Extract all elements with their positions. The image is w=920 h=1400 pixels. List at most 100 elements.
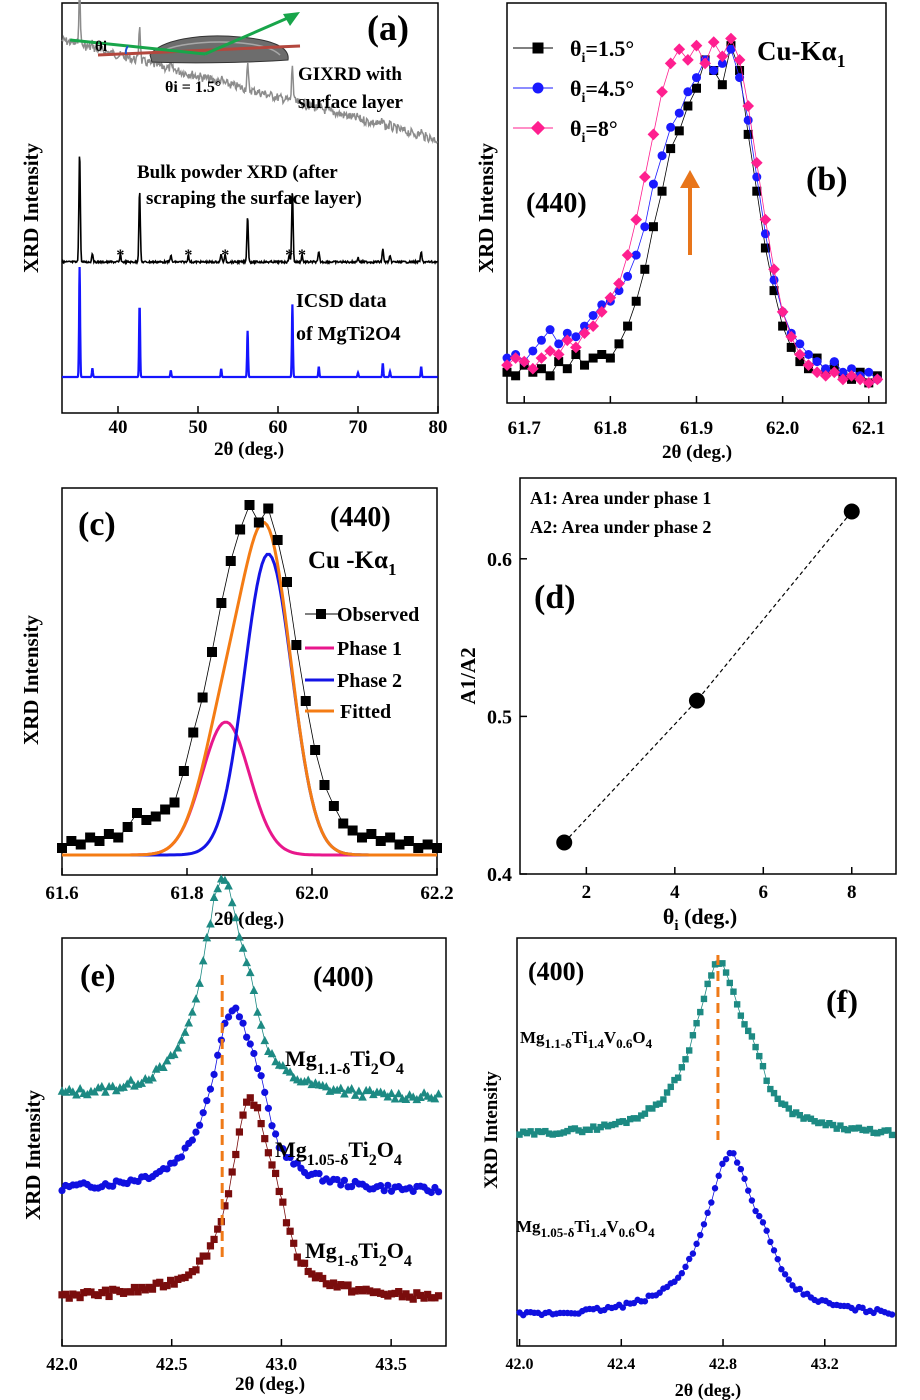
panel-e-data-point <box>319 1274 327 1283</box>
panel-e-data-point <box>321 1082 331 1091</box>
panel-b-data-point <box>794 348 806 361</box>
panel-a-x-tick-label: 70 <box>349 417 368 438</box>
panel-f-data-point <box>660 1096 667 1103</box>
panel-b-data-point <box>640 222 650 232</box>
panel-b-data-point <box>552 348 565 361</box>
panel-b-data-point <box>690 39 703 52</box>
panel-e-data-point <box>308 1270 316 1278</box>
panel-e-data-point <box>264 1149 272 1157</box>
panel-b-data-point <box>716 50 729 63</box>
diffracted-beam-arrow <box>204 15 291 56</box>
inset-angle-value: θi = 1.5° <box>165 79 221 96</box>
panel-e-data-point <box>235 932 244 941</box>
panel-f-data-point <box>678 1064 686 1071</box>
panel-e-data-point <box>167 1276 175 1284</box>
panel-b-data-point <box>725 32 737 45</box>
legend-fitted-label: Fitted <box>340 701 391 723</box>
panel-b-data-point <box>657 151 667 161</box>
panel-f-frame <box>516 937 897 1347</box>
panel-f-data-point <box>626 1115 634 1123</box>
panel-f-data-point <box>800 1115 807 1122</box>
panel-f-data-point <box>693 1020 700 1027</box>
panel-e-data-point <box>394 1088 404 1098</box>
panel-e-data-point <box>354 1086 364 1095</box>
panel-f-x-tick-label: 42.0 <box>506 1356 534 1373</box>
panel-e-data-point <box>409 1187 417 1196</box>
panel-e-data-point <box>206 1242 215 1250</box>
observed-data-point <box>272 535 283 545</box>
panel-e-data-point <box>76 1293 84 1302</box>
panel-e-x-tick-label: 42.5 <box>156 1354 188 1374</box>
panel-c: 61.6 61.8 62.0 62.2 2θ (deg.) XRD Intensity… <box>19 487 454 930</box>
panel-f-data-point <box>564 1127 571 1135</box>
panel-e-data-point <box>337 1281 345 1289</box>
panel-f-data-point <box>527 1128 534 1135</box>
panel-e-data-point <box>202 933 212 942</box>
panel-e-data-point <box>390 1094 400 1103</box>
panel-a-x-tick-label: 50 <box>189 417 208 438</box>
panel-f-data-point <box>671 1278 678 1285</box>
panel-f-series-labels: Mg1.1-δTi1.4V0.6O4 Mg1.05-δTi1.4V0.6O4 <box>516 1028 655 1240</box>
observed-data-point <box>300 696 311 706</box>
panel-f-data-point <box>756 1052 763 1060</box>
panel-e-data-point <box>362 1285 370 1293</box>
panel-f-data-point <box>726 979 733 987</box>
panel-e-data-point <box>83 1288 91 1296</box>
panel-f-data-point <box>689 1250 697 1257</box>
panel-b-data-point <box>778 321 788 331</box>
observed-data-point <box>413 843 424 853</box>
panel-e-data-point <box>134 1288 142 1296</box>
panel-e-data-point <box>130 1283 139 1292</box>
panel-b-data-point <box>752 186 762 196</box>
panel-e-data-point <box>268 1122 276 1130</box>
panel-f-series-label: Mg1.1-δTi1.4V0.6O4 <box>520 1028 653 1051</box>
panel-f-data-point <box>719 1160 726 1168</box>
panel-f-data-point <box>844 1126 851 1134</box>
panel-e-data-point <box>303 1075 313 1084</box>
panel-e-data-point <box>431 1294 439 1302</box>
panel-f-xlabel: 2θ (deg.) <box>675 1380 741 1400</box>
panel-d-xlabel-sub: i <box>674 918 678 934</box>
panel-e-data-point <box>340 1176 349 1184</box>
panel-f-data-point <box>608 1121 615 1129</box>
panel-f-data-point <box>748 1033 756 1040</box>
panel-a-x-tick-label: 40 <box>109 417 128 438</box>
observed-data-point <box>103 829 114 839</box>
panel-b-data-point <box>717 80 727 90</box>
panel-e-data-point <box>358 1287 367 1295</box>
pellet-texture <box>159 41 281 56</box>
panel-f-data-point <box>686 1047 693 1054</box>
panel-b-data-point <box>862 377 875 389</box>
angle-arc-icon <box>124 45 129 55</box>
panel-f-data-point <box>645 1105 652 1112</box>
panel-e-data-point <box>170 1280 178 1288</box>
panel-e-data-point <box>322 1280 330 1288</box>
panel-b-data-point <box>501 359 513 371</box>
panel-f-data-point <box>822 1121 829 1129</box>
panel-b-data-point <box>742 100 755 112</box>
panel-e-data-point <box>348 1182 356 1191</box>
panel-b-data-point <box>588 353 598 363</box>
panel-f-data-point <box>789 1282 796 1289</box>
panel-b-data-point <box>570 341 582 354</box>
panel-b-data-point <box>795 357 805 367</box>
panel-f-data-point <box>722 969 730 976</box>
panel-f-data-point <box>700 995 708 1003</box>
panel-e-data-point <box>195 978 204 987</box>
panel-f-series-1 <box>516 960 896 1139</box>
panel-e-data-point <box>293 1159 301 1167</box>
panel-f-data-point <box>649 1105 656 1112</box>
panel-e-data-point <box>355 1286 363 1294</box>
panel-b-data-point <box>838 367 848 377</box>
panel-f-data-point <box>567 1125 575 1133</box>
panel-f-data-point <box>789 1110 796 1118</box>
panel-f-data-point <box>719 960 726 967</box>
panel-b-legend-label: θi=4.5° <box>570 76 634 106</box>
panel-f-data-point <box>634 1115 641 1122</box>
panel-f-data-point <box>641 1110 649 1117</box>
panel-b-data-point <box>605 353 615 363</box>
panel-e-ylabel: XRD Intensity <box>21 1089 45 1220</box>
panel-e-data-point <box>297 1259 305 1267</box>
panel-e-data-point <box>290 1239 298 1247</box>
panel-e-data-point <box>174 1275 182 1283</box>
